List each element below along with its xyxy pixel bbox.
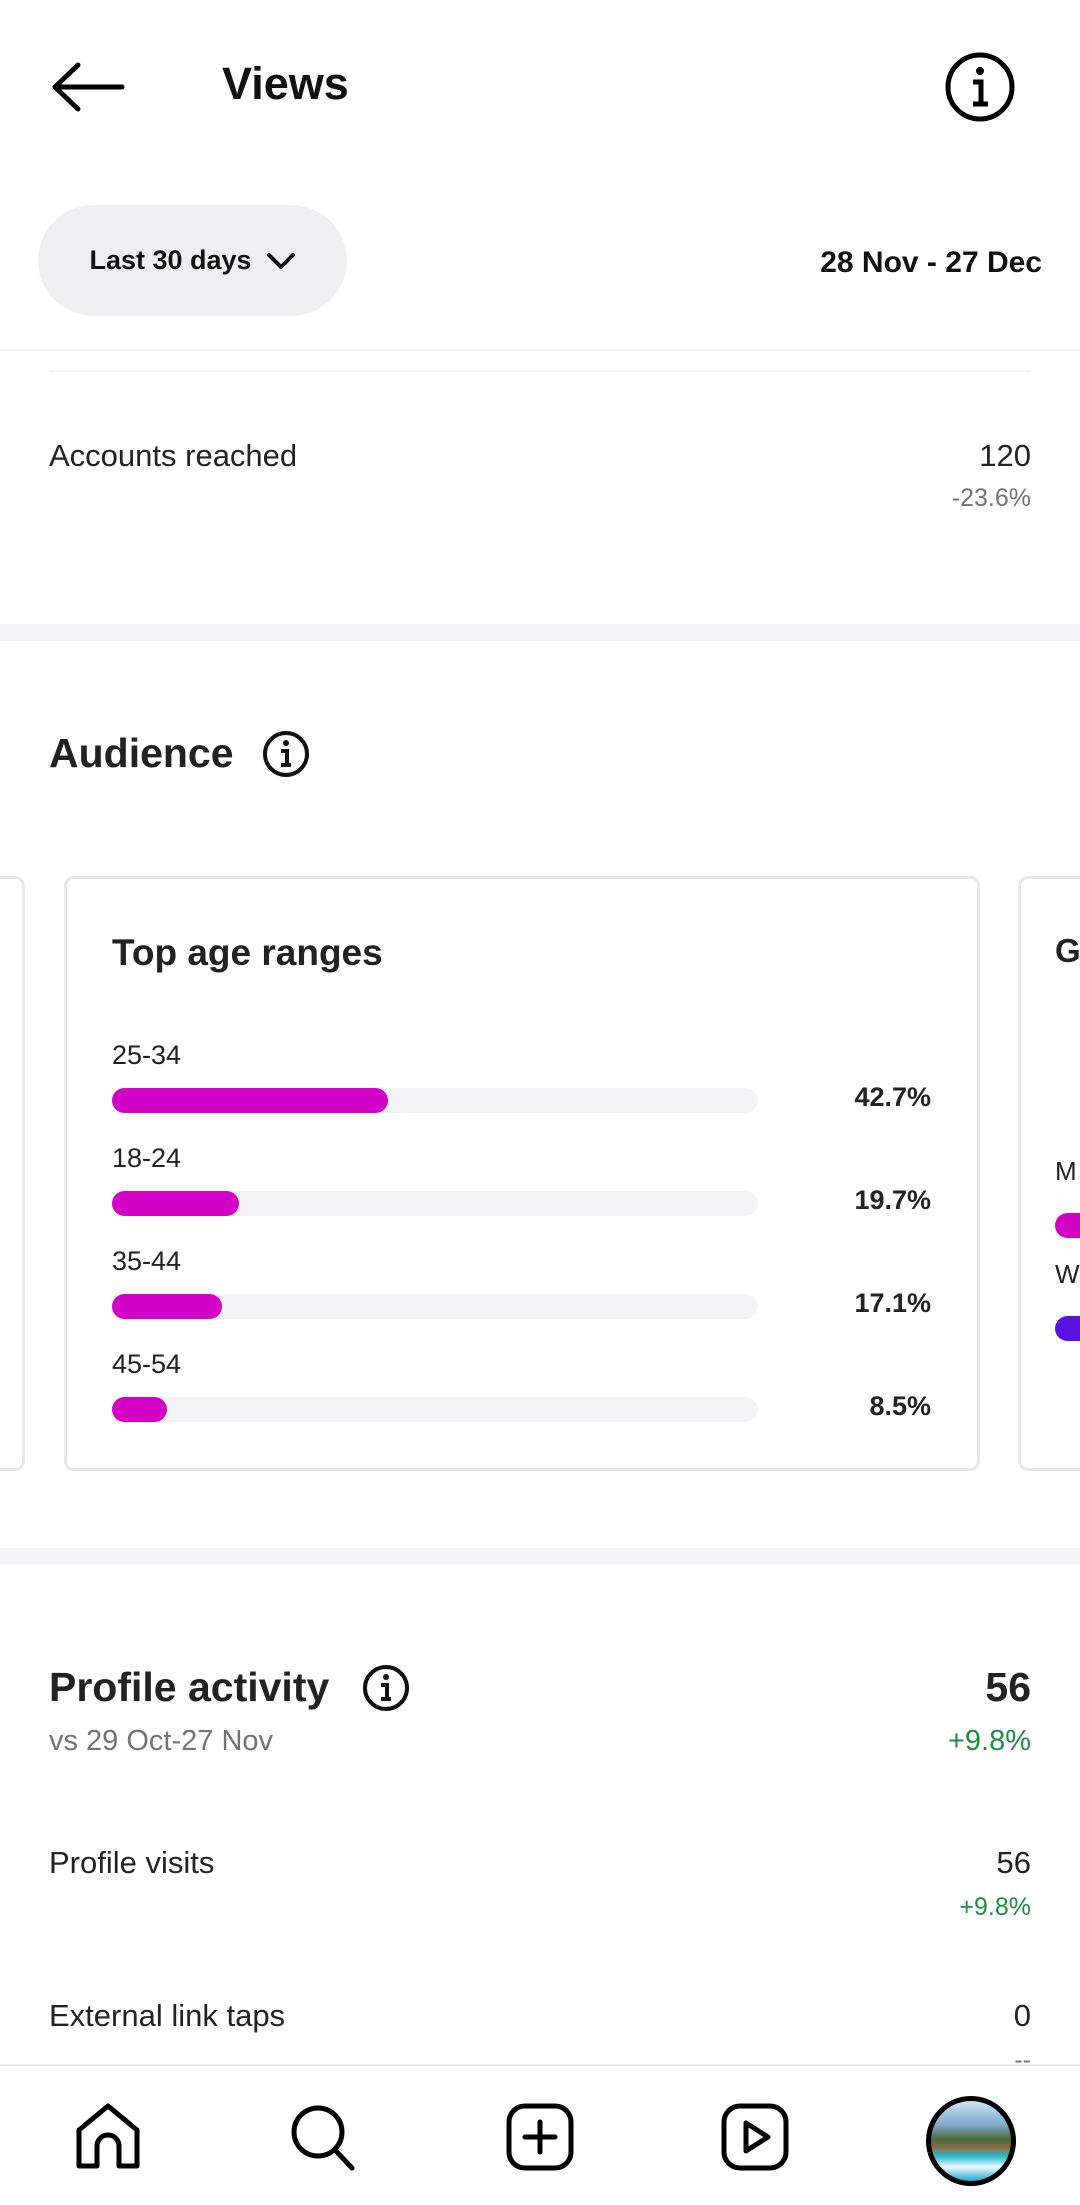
section-separator xyxy=(0,624,1080,641)
profile-activity-compare: vs 29 Oct-27 Nov xyxy=(49,1725,274,1757)
page-title: Views xyxy=(222,58,349,109)
profile-activity-change: +9.8% xyxy=(947,1725,1031,1757)
gender-card-title: G xyxy=(1055,932,1080,969)
divider xyxy=(0,349,1080,351)
age-range-percent: 17.1% xyxy=(854,1288,931,1318)
external-link-taps-label: External link taps xyxy=(49,1998,286,2033)
accounts-reached-change: -23.6% xyxy=(951,484,1031,512)
age-range-label: 25-34 xyxy=(112,1040,182,1070)
gender-bar xyxy=(1055,1213,1080,1238)
date-range-text: 28 Nov - 27 Dec xyxy=(820,246,1042,279)
info-icon[interactable] xyxy=(361,1663,411,1713)
age-range-label: 35-44 xyxy=(112,1246,182,1276)
chevron-down-icon xyxy=(266,252,295,269)
profile-activity-title: Profile activity xyxy=(49,1664,330,1710)
age-range-bar-track xyxy=(112,1294,758,1319)
reels-icon[interactable] xyxy=(720,2102,790,2172)
info-icon[interactable] xyxy=(944,51,1016,123)
profile-visits-label: Profile visits xyxy=(49,1845,215,1880)
bottom-nav xyxy=(0,2064,1080,2205)
info-icon[interactable] xyxy=(261,729,311,779)
age-range-bar-track xyxy=(112,1191,758,1216)
date-range-dropdown[interactable]: Last 30 days xyxy=(38,205,347,316)
accounts-reached-value: 120 xyxy=(979,438,1031,473)
age-card-title: Top age ranges xyxy=(112,932,383,973)
age-range-percent: 19.7% xyxy=(854,1185,931,1215)
search-icon[interactable] xyxy=(288,2102,358,2172)
age-range-bar-fill xyxy=(112,1294,223,1319)
profile-activity-total: 56 xyxy=(985,1664,1031,1710)
age-range-percent: 42.7% xyxy=(854,1082,931,1112)
age-range-bar-track xyxy=(112,1397,758,1422)
audience-title: Audience xyxy=(49,730,234,776)
gender-row-label: W xyxy=(1055,1259,1080,1289)
age-range-bar-fill xyxy=(112,1088,388,1113)
previous-card[interactable] xyxy=(0,876,25,1471)
section-separator xyxy=(0,1548,1080,1565)
age-range-percent: 8.5% xyxy=(869,1391,931,1421)
gender-row-label: M xyxy=(1055,1156,1077,1186)
age-range-bar-fill xyxy=(112,1191,240,1216)
age-range-label: 18-24 xyxy=(112,1143,182,1173)
back-arrow-icon[interactable] xyxy=(50,62,126,112)
gender-card[interactable]: G M W xyxy=(1018,876,1080,1471)
top-age-ranges-card xyxy=(64,876,980,1471)
age-range-bar-track xyxy=(112,1088,758,1113)
profile-visits-value: 56 xyxy=(996,1845,1031,1880)
profile-visits-change: +9.8% xyxy=(959,1893,1031,1921)
divider xyxy=(49,370,1031,372)
age-range-bar-fill xyxy=(112,1397,167,1422)
date-range-label: Last 30 days xyxy=(89,245,252,275)
age-range-label: 45-54 xyxy=(112,1349,182,1379)
external-link-taps-value: 0 xyxy=(1013,1998,1031,2033)
home-icon[interactable] xyxy=(73,2102,143,2172)
create-icon[interactable] xyxy=(505,2102,575,2172)
accounts-reached-label: Accounts reached xyxy=(49,438,298,473)
gender-bar xyxy=(1055,1316,1080,1341)
profile-avatar[interactable] xyxy=(926,2096,1016,2186)
